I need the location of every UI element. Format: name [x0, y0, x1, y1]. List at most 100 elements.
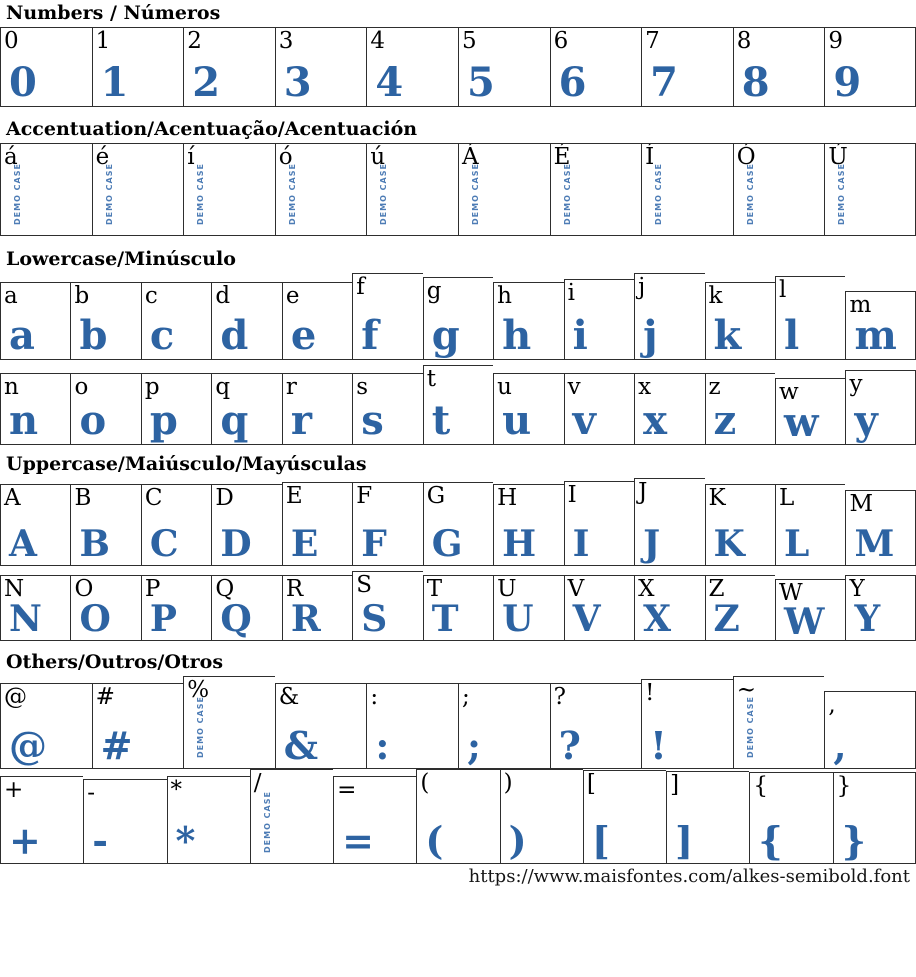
glyph-sample: n	[9, 397, 39, 444]
glyph-sample: -	[92, 817, 109, 863]
glyph-cell: & &	[274, 683, 367, 769]
glyph-cell: ;;	[457, 683, 550, 769]
glyph-sample: ;	[466, 722, 481, 768]
glyph-sample: r	[290, 397, 312, 444]
glyph-label: c	[144, 283, 158, 309]
glyph-cell: ú DEMO CASE	[366, 143, 458, 236]
glyph-label: *	[170, 777, 183, 803]
glyph-label: b	[74, 283, 90, 309]
glyph-sample: +	[9, 817, 41, 863]
glyph-sample: X	[643, 597, 672, 640]
glyph-sample: K	[713, 522, 745, 565]
glyph-label: ~	[736, 677, 757, 703]
glyph-row: + + - - * * / DEMO CASE = =(())[[]]{{}}	[0, 769, 916, 864]
glyph-row: @ @ # #% DEMO CASE & &::;;??!! ~ DEMO CASE,,	[0, 676, 916, 769]
glyph-sample: l	[783, 312, 800, 359]
demo-case-watermark: DEMO CASE	[837, 163, 847, 225]
glyph-cell: * *	[166, 776, 250, 864]
source-url: https://www.maisfontes.com/alkes-semibol…	[468, 866, 910, 887]
glyph-label: %	[187, 677, 210, 703]
glyph-label: ]	[670, 772, 680, 798]
glyph-sample: b	[79, 312, 108, 359]
glyph-label: N	[4, 576, 25, 602]
glyph-sample: t	[431, 397, 451, 444]
glyph-label: 2	[187, 28, 202, 54]
glyph-label: E	[285, 483, 303, 509]
glyph-sample: G	[431, 522, 463, 565]
glyph-sample: J	[643, 522, 661, 565]
glyph-label: 6	[553, 28, 569, 54]
glyph-sample: L	[783, 522, 810, 565]
demo-case-watermark: DEMO CASE	[470, 163, 480, 225]
glyph-label: j	[638, 274, 646, 300]
section-title: Numbers / Números	[6, 2, 221, 24]
demo-case-watermark: DEMO CASE	[745, 163, 755, 225]
glyph-label: /	[253, 770, 262, 796]
glyph-label: )	[503, 770, 513, 796]
glyph-sample: C	[149, 522, 179, 565]
glyph-label: }	[836, 773, 852, 799]
demo-case-watermark: DEMO CASE	[104, 163, 114, 225]
section-accents: Accentuation/Acentuação/Acentuación á DEMO…	[0, 118, 916, 236]
glyph-cell: ]]	[666, 771, 750, 864]
glyph-sample: j	[643, 312, 658, 359]
glyph-label: 0	[4, 28, 19, 54]
section-others: Others/Outros/Otros@ @ # #% DEMO CASE & &::;;?…	[0, 651, 916, 864]
section-title: Uppercase/Maiúsculo/Mayúsculas	[6, 453, 367, 475]
glyph-label: =	[337, 777, 357, 803]
glyph-label: 7	[645, 28, 660, 54]
glyph-sample: o	[79, 397, 107, 444]
glyph-label: X	[638, 576, 655, 602]
glyph-label: -	[87, 780, 96, 806]
glyph-label: D	[215, 485, 234, 511]
glyph-cell: @ @	[0, 683, 92, 769]
glyph-sample: f	[361, 312, 379, 359]
glyph-sample: :	[375, 722, 390, 768]
glyph-sample: V	[572, 597, 601, 640]
glyph-label: @	[4, 684, 27, 710]
glyph-label: Q	[215, 576, 235, 602]
glyph-cell: [[	[582, 770, 667, 864]
glyph-label: K	[708, 485, 726, 511]
glyph-sample: i	[572, 312, 588, 359]
glyph-sample: *	[175, 817, 196, 863]
demo-case-watermark: DEMO CASE	[196, 163, 206, 225]
glyph-label: á	[4, 144, 18, 170]
glyph-sample: E	[290, 522, 319, 565]
glyph-sample: z	[713, 397, 737, 444]
glyph-cell: É DEMO CASE	[549, 143, 642, 236]
glyph-sample: d	[220, 312, 249, 359]
glyph-label: (	[420, 770, 430, 796]
glyph-sample: Y	[854, 597, 881, 640]
glyph-sample: u	[502, 397, 532, 444]
glyph-sample: p	[149, 397, 178, 444]
section-numbers: Numbers / Números 0 0 1 1 2 2 3 3 4 4 5 5 6 6 7 7 8 8 9 9	[0, 2, 916, 107]
glyph-sample: }	[841, 817, 867, 863]
glyph-sample: (	[425, 817, 444, 863]
glyph-sample: Z	[713, 597, 740, 640]
glyph-sample: 8	[741, 59, 770, 106]
glyph-label: 1	[95, 28, 111, 54]
glyph-sample: 7	[650, 59, 678, 106]
section-title: Others/Outros/Otros	[6, 651, 224, 673]
